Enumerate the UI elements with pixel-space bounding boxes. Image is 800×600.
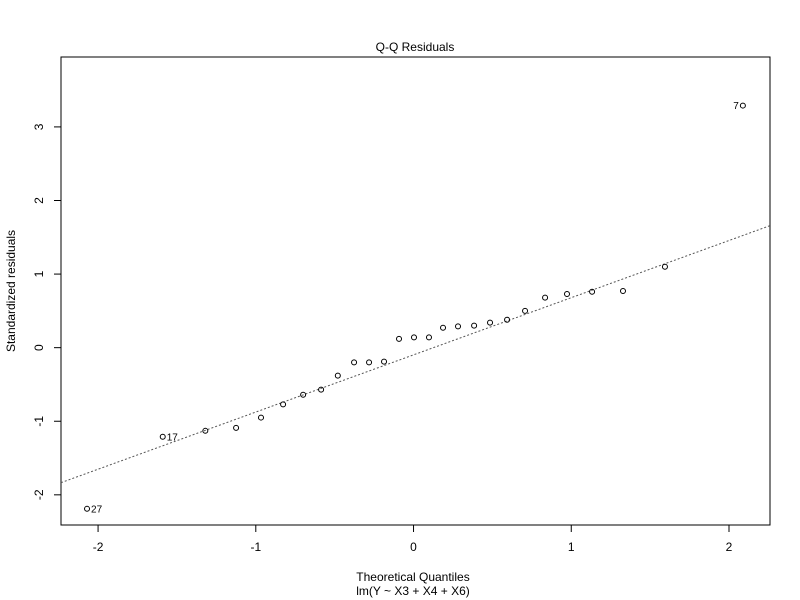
point <box>233 424 240 431</box>
point <box>661 263 668 270</box>
y-tick-label: -2 <box>32 489 46 500</box>
x-tick-label: -1 <box>250 540 261 554</box>
point <box>318 386 325 393</box>
x-axis-label: Theoretical Quantiles <box>356 570 469 584</box>
point <box>487 319 494 326</box>
x-tick-label: 1 <box>568 540 575 554</box>
y-axis-label: Standardized residuals <box>4 230 18 352</box>
point <box>425 334 432 341</box>
point <box>381 358 388 365</box>
point <box>366 359 373 366</box>
point <box>351 359 358 366</box>
point <box>84 505 91 512</box>
x-tick-label: 0 <box>410 540 417 554</box>
y-tick-label: 2 <box>32 197 46 204</box>
point <box>522 307 529 314</box>
point <box>258 414 265 421</box>
point <box>455 323 462 330</box>
y-tick-label: 3 <box>32 123 46 130</box>
qq-reference-line <box>60 225 771 484</box>
point <box>542 294 549 301</box>
point <box>471 322 478 329</box>
point <box>564 290 571 297</box>
point <box>202 427 209 434</box>
point <box>280 401 287 408</box>
plot-frame <box>60 56 771 526</box>
point <box>589 288 596 295</box>
point <box>159 433 166 440</box>
chart-title: Q-Q Residuals <box>376 40 455 54</box>
point <box>334 372 341 379</box>
point <box>504 316 511 323</box>
point <box>619 288 626 294</box>
x-tick-label: 2 <box>726 540 733 554</box>
y-tick-label: 1 <box>32 270 46 277</box>
y-tick-label: -1 <box>32 416 46 427</box>
x-tick-label: -2 <box>93 540 104 554</box>
point <box>739 102 746 109</box>
point <box>396 335 403 342</box>
point <box>440 324 447 331</box>
y-tick-label: 0 <box>32 344 46 351</box>
point-label: 17 <box>167 432 179 443</box>
point-label: 7 <box>733 101 739 112</box>
point <box>300 391 307 398</box>
point-label: 27 <box>91 504 103 515</box>
subtitle: lm(Y ~ X3 + X4 + X6) <box>356 584 470 598</box>
point <box>411 334 418 341</box>
